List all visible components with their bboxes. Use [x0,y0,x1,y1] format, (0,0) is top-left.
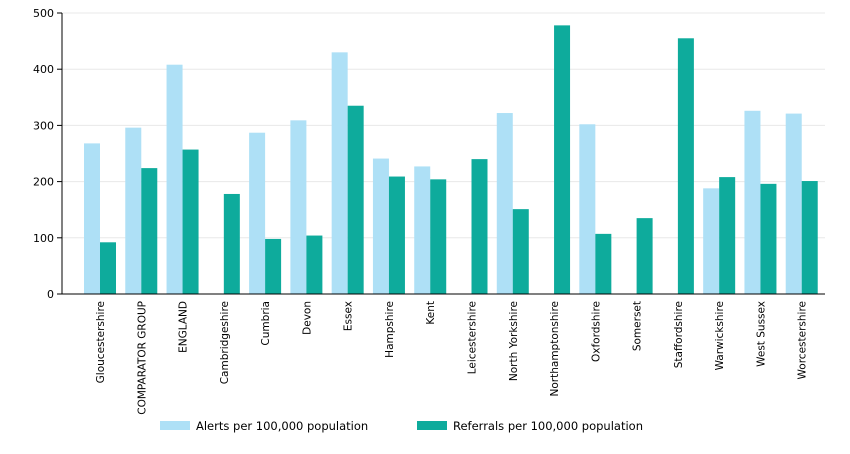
x-tick-label: Cambridgeshire [219,301,231,384]
x-tick-label: Somerset [632,301,644,351]
legend-swatch-alerts [160,421,190,430]
bar-alerts-4 [249,132,266,294]
x-tick-label: Kent [425,301,437,325]
bar-referrals-11 [554,25,571,294]
x-tick-label: Cumbria [260,301,272,346]
bar-referrals-9 [471,159,488,294]
bar-referrals-8 [430,179,447,294]
x-tick-label: Warwickshire [714,301,726,370]
x-tick-label: Northamptonshire [549,301,561,396]
bar-referrals-1 [141,168,158,294]
y-tick-label: 200 [33,176,54,189]
bar-alerts-6 [331,52,348,295]
x-tick-label: Leicestershire [467,301,479,374]
x-tick-label: Oxfordshire [590,301,602,362]
x-tick-label: Staffordshire [673,301,685,368]
y-tick-label: 400 [33,63,54,76]
legend-swatch-referrals [417,421,447,430]
bar-referrals-10 [512,209,529,294]
bar-referrals-2 [182,149,199,294]
legend-label-referrals: Referrals per 100,000 population [453,419,643,433]
bar-referrals-0 [100,242,116,294]
bars [84,25,818,295]
bar-alerts-16 [744,110,761,295]
x-tick-label: Worcestershire [797,301,809,379]
bar-alerts-0 [84,143,100,294]
x-tick-label: Gloucestershire [95,301,107,383]
bar-referrals-16 [760,183,777,294]
bar-referrals-6 [347,105,364,294]
bar-referrals-7 [388,176,405,294]
bar-referrals-14 [677,38,694,294]
y-tick-label: 500 [33,7,54,20]
x-tick-label: COMPARATOR GROUP [136,301,148,415]
x-tick-label: Devon [301,301,313,335]
bar-alerts-5 [290,120,307,294]
bar-referrals-5 [306,235,323,294]
y-tick-label: 0 [47,288,54,301]
x-tick-label: North Yorkshire [508,301,520,381]
bar-referrals-4 [265,238,282,294]
bar-alerts-8 [414,166,431,294]
bar-referrals-15 [719,177,736,294]
bar-referrals-17 [801,181,818,294]
legend-label-alerts: Alerts per 100,000 population [196,419,368,433]
bar-referrals-13 [636,218,653,294]
bar-alerts-12 [579,124,596,294]
x-tick-label: Hampshire [384,301,396,358]
bar-alerts-2 [166,64,183,294]
x-tick-label: West Sussex [755,301,767,367]
y-tick-label: 300 [33,119,54,132]
bar-alerts-10 [496,113,513,294]
legend: Alerts per 100,000 population Referrals … [160,419,643,433]
x-tick-label: Essex [343,301,355,331]
bar-alerts-17 [785,113,802,295]
bar-alerts-15 [703,188,720,294]
bar-alerts-1 [125,127,142,294]
y-tick-label: 100 [33,232,54,245]
bar-referrals-12 [595,233,612,294]
x-tick-label: ENGLAND [178,301,190,353]
bar-alerts-7 [372,158,389,294]
axes: 0 100 200 300 400 500 Gloucestershire COMPARATO… [33,7,825,415]
bar-referrals-3 [223,193,240,294]
